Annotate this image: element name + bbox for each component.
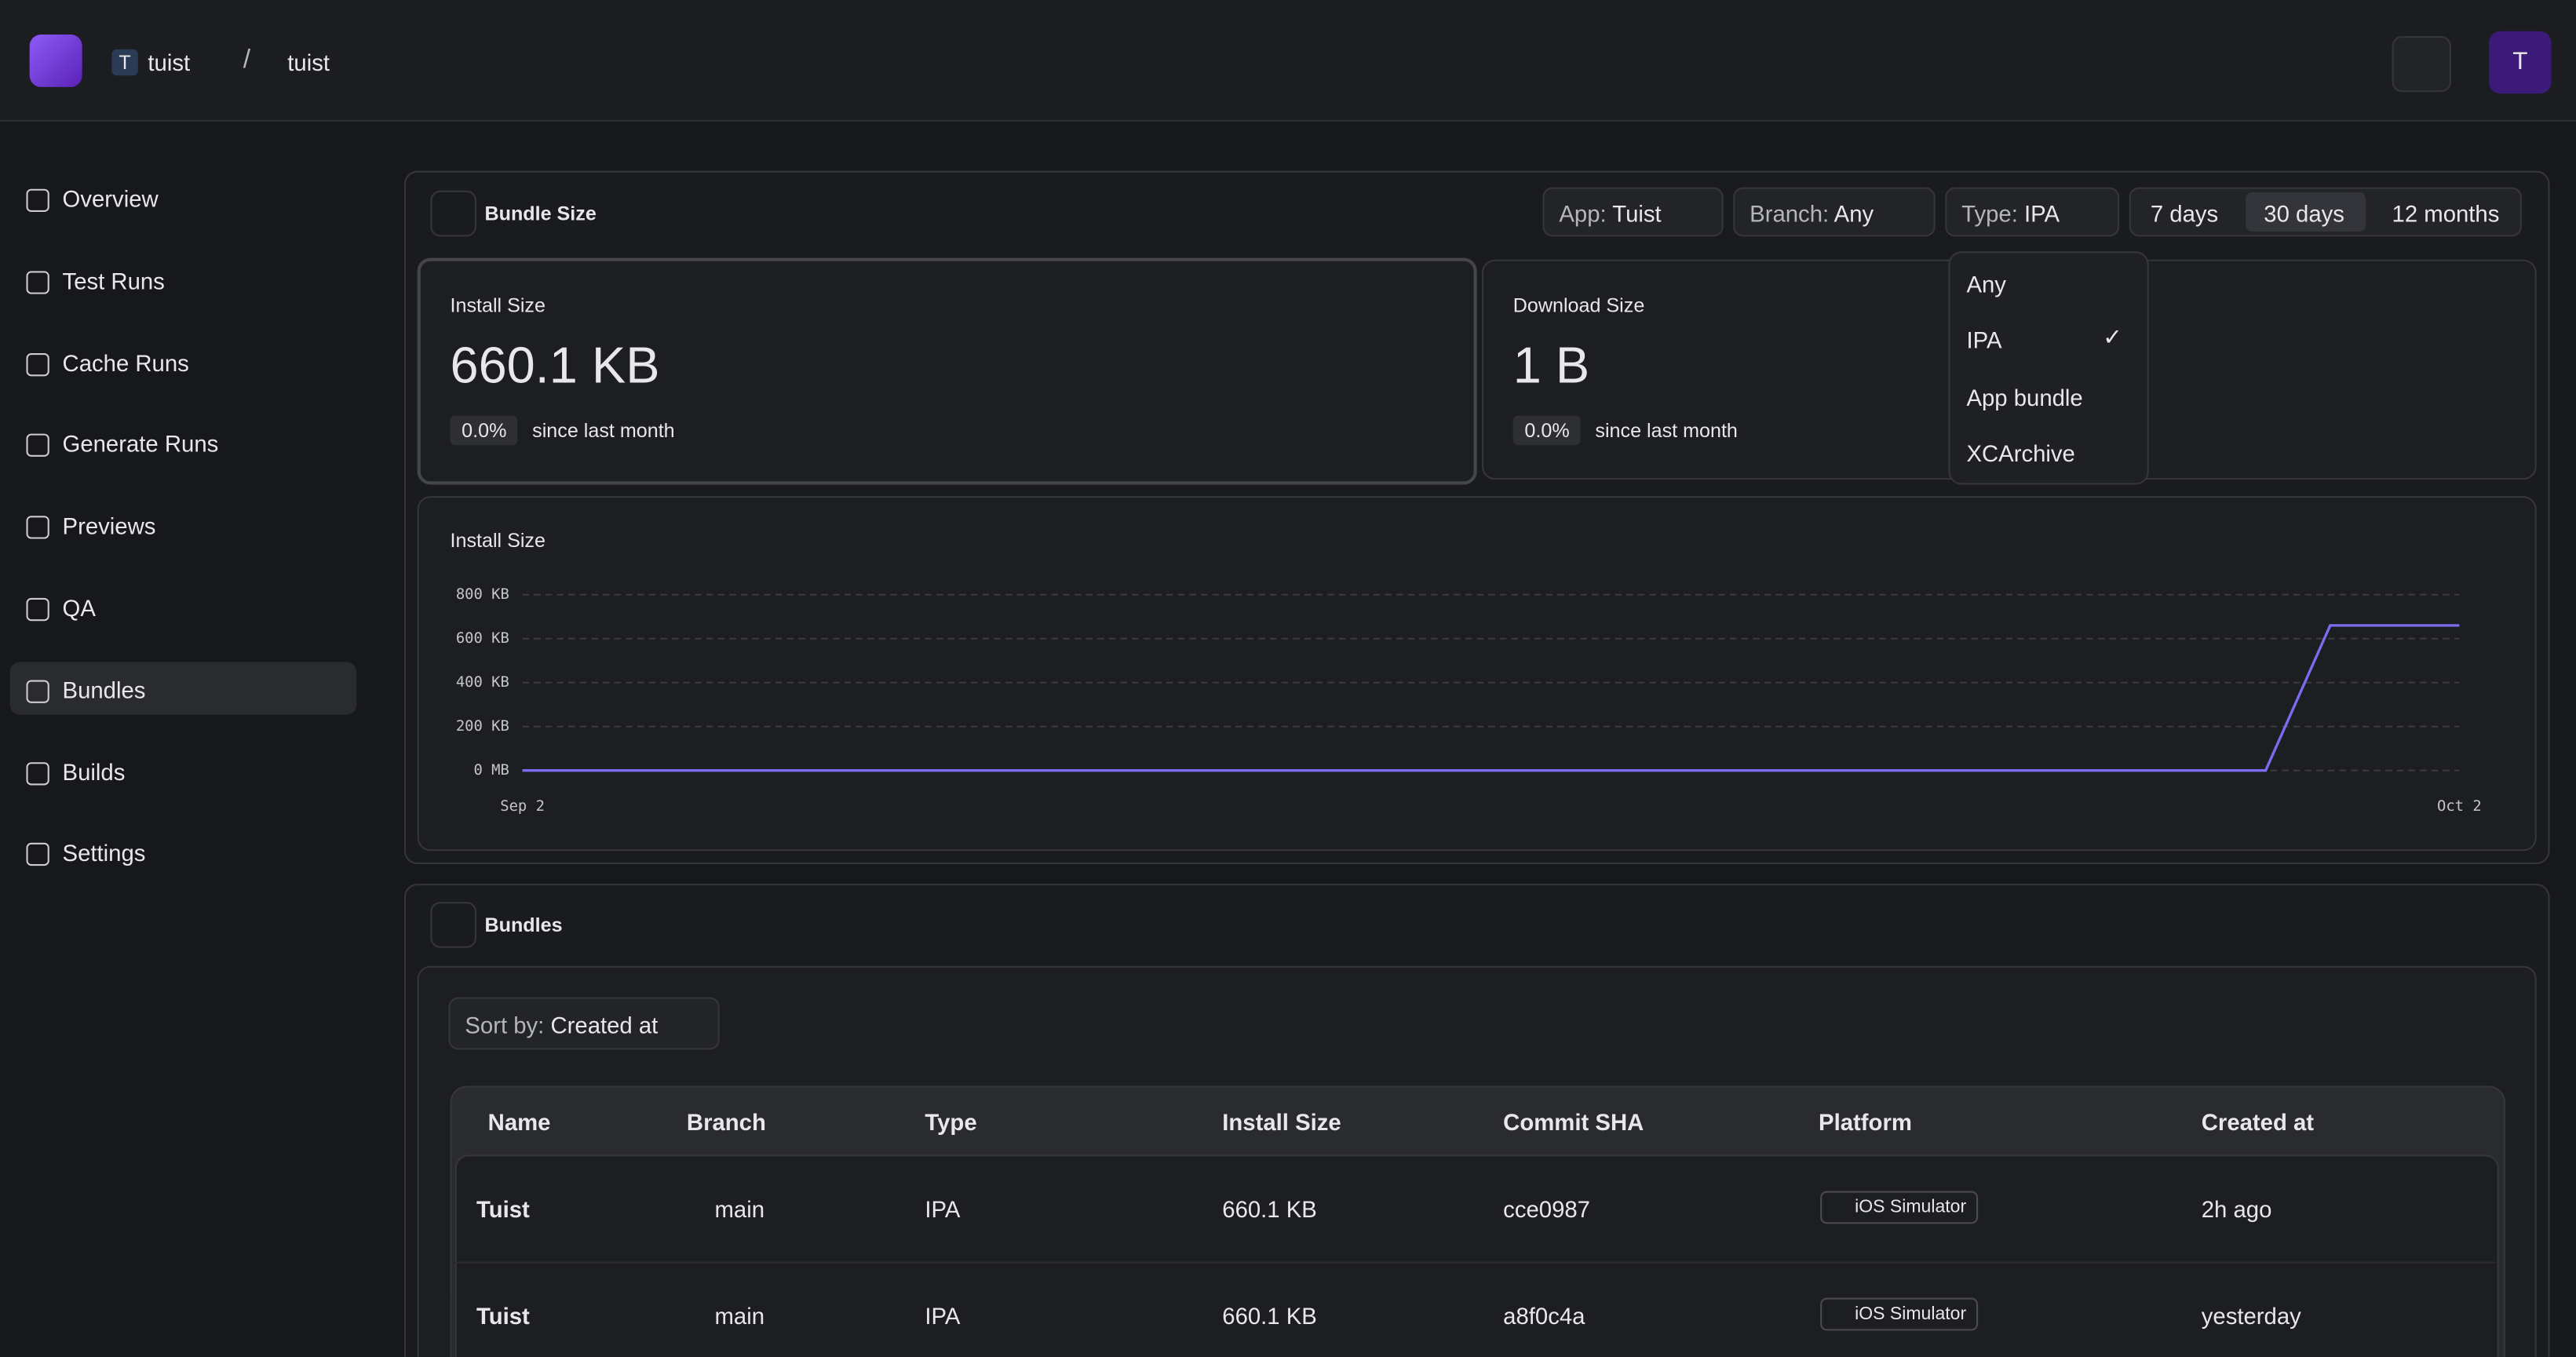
cell: 660.1 KB bbox=[1222, 1302, 1317, 1330]
y-tick-label: 600 KB bbox=[456, 630, 509, 647]
nav-icon bbox=[26, 188, 49, 213]
card-title: Bundles bbox=[484, 913, 563, 937]
cell: main bbox=[714, 1302, 765, 1330]
card-title: Bundle Size bbox=[484, 202, 597, 225]
nav-icon bbox=[26, 843, 49, 866]
check: ✓ bbox=[2103, 323, 2122, 350]
cell: Tuist bbox=[476, 1195, 530, 1223]
filter[interactable]: Type: IPA bbox=[1945, 187, 2120, 237]
nav-item[interactable]: Overview bbox=[62, 185, 159, 213]
column-header: Commit SHA bbox=[1503, 1108, 1644, 1136]
cell: IPA bbox=[925, 1302, 961, 1330]
stat-label: Download Size bbox=[1512, 294, 1645, 317]
cell: main bbox=[714, 1195, 765, 1223]
sort-value: Created at bbox=[550, 1012, 659, 1038]
header bbox=[0, 0, 2576, 122]
nav-item[interactable]: Settings bbox=[62, 840, 146, 866]
column-header: Type bbox=[925, 1108, 977, 1136]
install-card bbox=[417, 257, 1477, 485]
cell: Tuist bbox=[476, 1302, 530, 1330]
nav-item[interactable]: QA bbox=[62, 594, 96, 622]
column-header: Name bbox=[487, 1108, 551, 1136]
org-badge: T bbox=[111, 49, 138, 76]
sort-label: Sort by: bbox=[465, 1012, 545, 1038]
filter-value: Any bbox=[1833, 200, 1874, 227]
nav-icon bbox=[26, 516, 49, 539]
y-tick-label: 200 KB bbox=[456, 718, 509, 735]
nav-icon bbox=[26, 761, 49, 785]
table-body bbox=[454, 1155, 2499, 1357]
nav-item[interactable]: Generate Runs bbox=[62, 431, 219, 458]
cell: cce0987 bbox=[1503, 1195, 1590, 1223]
y-tick-label: 0 MB bbox=[474, 762, 509, 779]
icon bbox=[430, 902, 476, 948]
change: 0.0% bbox=[1512, 415, 1582, 446]
cell: 2h ago bbox=[2201, 1195, 2272, 1223]
nav-item[interactable]: Cache Runs bbox=[62, 348, 189, 376]
chart-card bbox=[417, 496, 2537, 852]
nav-item[interactable]: Previews bbox=[62, 513, 156, 539]
column-header[interactable]: Created at bbox=[2201, 1108, 2315, 1136]
filter-value: IPA bbox=[2023, 200, 2060, 227]
row-divider bbox=[454, 1261, 2496, 1264]
chart-title: Install Size bbox=[450, 528, 545, 553]
line bbox=[522, 624, 2460, 772]
icon bbox=[430, 190, 476, 237]
nav-item[interactable]: Test Runs bbox=[62, 267, 165, 294]
y-tick-label: 400 KB bbox=[456, 674, 509, 691]
column-header: Platform bbox=[1819, 1108, 1912, 1136]
project[interactable]: tuist bbox=[287, 49, 330, 76]
filter[interactable]: App: Tuist bbox=[1542, 187, 1724, 237]
cell: yesterday bbox=[2201, 1302, 2301, 1330]
nav-icon bbox=[26, 597, 49, 622]
filter-label: App: bbox=[1559, 200, 1607, 227]
filter-value: Tuist bbox=[1612, 200, 1662, 227]
note: since last month bbox=[1595, 418, 1738, 443]
option[interactable]: Any bbox=[1966, 271, 2006, 297]
option[interactable]: IPA bbox=[1966, 326, 2002, 354]
org[interactable]: tuist bbox=[148, 49, 191, 76]
platform-badge: iOS Simulator bbox=[1820, 1191, 1978, 1224]
cell: IPA bbox=[925, 1195, 961, 1223]
range[interactable]: 7 days bbox=[2150, 200, 2219, 227]
note: since last month bbox=[532, 418, 675, 443]
nav-icon bbox=[26, 270, 49, 294]
nav-icon bbox=[26, 680, 49, 703]
nav-icon bbox=[26, 434, 49, 458]
dropdown bbox=[1948, 251, 2149, 485]
avatar[interactable]: T bbox=[2489, 31, 2552, 94]
cell: 660.1 KB bbox=[1222, 1195, 1317, 1223]
filter-label: Type: bbox=[1961, 200, 2018, 227]
option[interactable]: App bundle bbox=[1966, 384, 2083, 411]
range[interactable]: 30 days bbox=[2264, 200, 2344, 227]
nav-icon bbox=[26, 352, 49, 376]
sort[interactable]: Sort by: Created at bbox=[448, 997, 720, 1050]
y-tick-label: 800 KB bbox=[456, 586, 509, 603]
stat-value: 660.1 KB bbox=[450, 337, 660, 395]
column-header: Branch bbox=[686, 1108, 766, 1136]
platform-badge: iOS Simulator bbox=[1820, 1297, 1978, 1331]
filter-label: Branch: bbox=[1750, 200, 1830, 227]
active-item-bg bbox=[9, 662, 357, 715]
x-tick-label: Oct 2 bbox=[2437, 798, 2482, 815]
filter[interactable]: Branch: Any bbox=[1733, 187, 1936, 237]
change: 0.0% bbox=[450, 415, 519, 446]
nav-item[interactable]: Bundles bbox=[62, 676, 146, 703]
docs-button[interactable] bbox=[2392, 36, 2451, 93]
logo[interactable] bbox=[29, 34, 82, 87]
column-header: Install Size bbox=[1222, 1108, 1341, 1136]
nav-item[interactable]: Builds bbox=[62, 758, 126, 785]
cell: a8f0c4a bbox=[1503, 1302, 1585, 1330]
range-active bbox=[2246, 192, 2366, 232]
option[interactable]: XCArchive bbox=[1966, 440, 2075, 467]
x-tick-label: Sep 2 bbox=[500, 798, 545, 815]
separator: / bbox=[243, 46, 251, 75]
stat-label: Install Size bbox=[450, 294, 545, 317]
stat-value: 1 B bbox=[1512, 337, 1590, 395]
range[interactable]: 12 months bbox=[2392, 200, 2500, 227]
